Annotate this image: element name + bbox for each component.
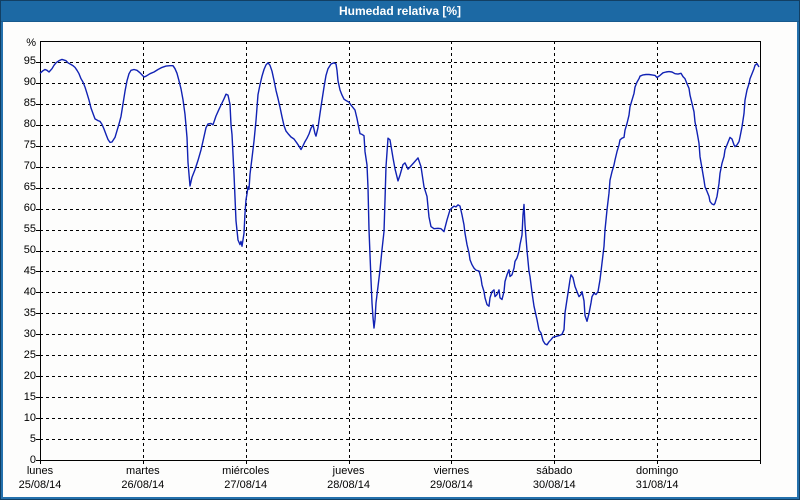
y-axis-unit-label: % <box>26 37 36 49</box>
y-tick-label: 5 <box>29 432 36 445</box>
y-tick-label: 0 <box>29 453 36 466</box>
y-tick-label: 65 <box>23 181 36 194</box>
x-axis-label: lunes 25/08/14 <box>1 464 95 492</box>
x-axis-day-name: jueves <box>332 465 365 477</box>
x-axis-date: 28/08/14 <box>327 479 370 491</box>
x-axis-label: martes 26/08/14 <box>88 464 198 492</box>
x-axis-date: 27/08/14 <box>224 479 268 491</box>
x-axis-day-name: viernes <box>433 465 470 477</box>
x-axis-date: 25/08/14 <box>18 479 62 491</box>
y-tick-label: 45 <box>23 264 36 277</box>
x-axis-label: domingo 31/08/14 <box>602 464 712 492</box>
x-axis-day-name: sábado <box>536 465 573 477</box>
humidity-series-line <box>39 58 760 346</box>
y-tick-label: 85 <box>23 97 36 110</box>
y-tick-label: 20 <box>23 369 36 382</box>
chart-title-bar: Humedad relativa [%] <box>1 1 799 22</box>
y-tick-label: 75 <box>23 139 36 152</box>
y-tick-label: 55 <box>23 223 36 236</box>
x-axis-label: miércoles 27/08/14 <box>191 464 301 492</box>
y-tick-label: 95 <box>23 55 36 68</box>
x-axis-day-name: martes <box>126 465 160 477</box>
plot-frame <box>40 41 761 461</box>
y-tick-label: 50 <box>23 244 36 256</box>
x-axis-label: viernes 29/08/14 <box>396 464 506 492</box>
x-axis-day-name: domingo <box>636 465 679 477</box>
y-tick-label: 60 <box>23 202 36 215</box>
x-axis-date: 31/08/14 <box>635 479 679 491</box>
x-axis-date: 30/08/14 <box>532 479 576 491</box>
x-axis-day-name: miércoles <box>222 465 270 477</box>
y-tick-label: 40 <box>23 285 36 298</box>
x-axis-date: 29/08/14 <box>430 479 473 491</box>
y-tick-label: 25 <box>23 348 36 361</box>
y-tick-label: 15 <box>23 390 36 403</box>
chart-title: Humedad relativa [%] <box>338 4 462 18</box>
y-tick-label: 70 <box>23 160 36 173</box>
y-tick-label: 35 <box>23 306 36 319</box>
y-tick-label: 10 <box>23 411 36 424</box>
x-axis-label: jueves 28/08/14 <box>294 464 404 492</box>
x-axis-label: sábado 30/08/14 <box>499 464 609 492</box>
y-tick-label: 80 <box>23 118 36 131</box>
y-tick-label: 90 <box>23 76 36 89</box>
y-tick-label: 30 <box>23 327 36 340</box>
x-axis-date: 26/08/14 <box>121 479 165 491</box>
x-axis-day-name: lunes <box>26 465 54 477</box>
